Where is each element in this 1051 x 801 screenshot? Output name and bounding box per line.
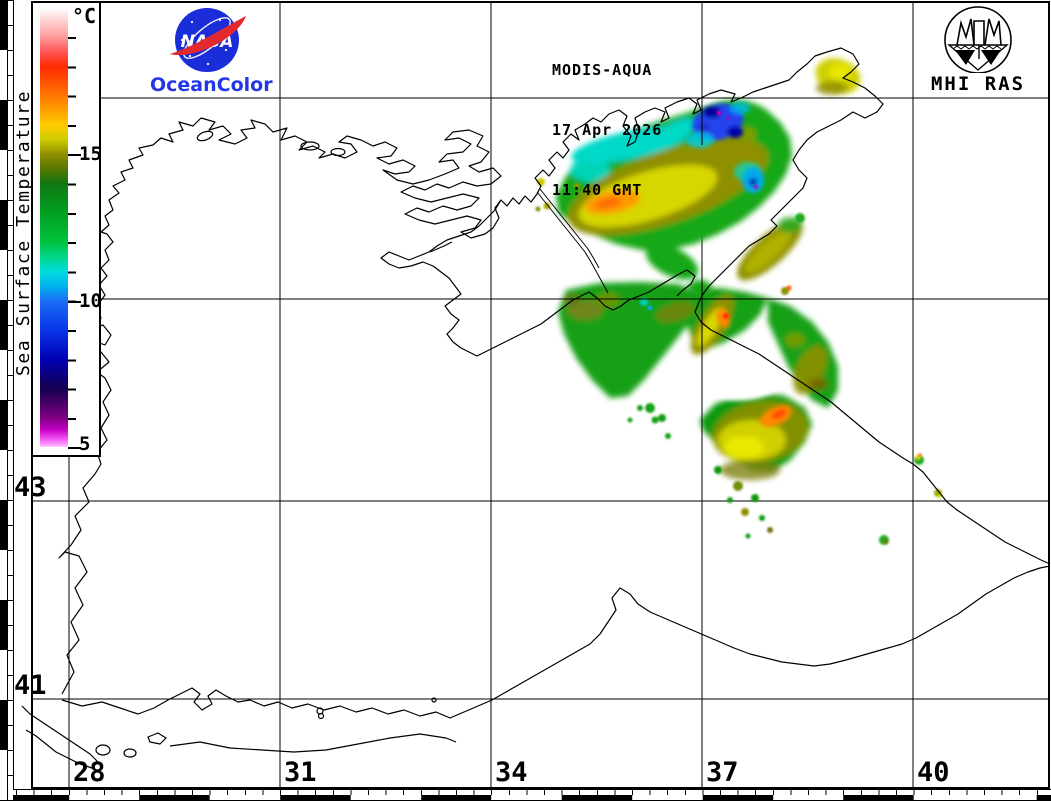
colorbar-tick-label: 15 bbox=[79, 143, 102, 165]
oceancolor-label: OceanColor bbox=[150, 74, 273, 96]
colorbar-title: Sea Surface Temperature bbox=[13, 89, 34, 376]
mhi-ras-label: MHI RAS bbox=[930, 73, 1026, 95]
sst-data-black-sea bbox=[558, 282, 942, 545]
colorbar-major-tick bbox=[68, 301, 81, 303]
coastline bbox=[21, 47, 1051, 769]
mhi-ras-logo-icon bbox=[944, 6, 1012, 73]
colorbar-unit-label: °C bbox=[72, 4, 97, 28]
longitude-label: 40 bbox=[917, 757, 950, 788]
colorbar-tick-label: 5 bbox=[79, 433, 91, 455]
left-degree-ruler-ticks bbox=[8, 0, 14, 801]
left-degree-ruler-bands bbox=[0, 0, 8, 801]
sensor-name: MODIS-AQUA bbox=[552, 61, 653, 79]
graticule-grid-overlay bbox=[32, 2, 1049, 788]
nasa-logo-icon: NASA bbox=[170, 8, 246, 72]
scene-date: 17 Apr 2026 bbox=[552, 121, 663, 139]
graticule-grid bbox=[32, 2, 1049, 788]
latitude-label: 41 bbox=[14, 670, 47, 701]
colorbar-tick-label: 10 bbox=[79, 290, 102, 312]
scene-header: MODIS-AQUA 17 Apr 2026 11:40 GMT bbox=[552, 20, 662, 240]
latitude-label: 43 bbox=[14, 472, 47, 503]
colorbar-panel: 15 10 5 °C bbox=[33, 3, 102, 457]
colorbar-major-tick bbox=[68, 154, 81, 156]
longitude-label: 28 bbox=[73, 757, 106, 788]
temperature-colorbar bbox=[40, 8, 68, 447]
longitude-label: 31 bbox=[284, 757, 317, 788]
longitude-label: 34 bbox=[495, 757, 528, 788]
colorbar-minor-ticks bbox=[68, 37, 76, 452]
colorbar-major-tick bbox=[68, 447, 81, 449]
map-border bbox=[31, 1, 1050, 789]
scene-time: 11:40 GMT bbox=[552, 181, 643, 199]
longitude-label: 37 bbox=[706, 757, 739, 788]
